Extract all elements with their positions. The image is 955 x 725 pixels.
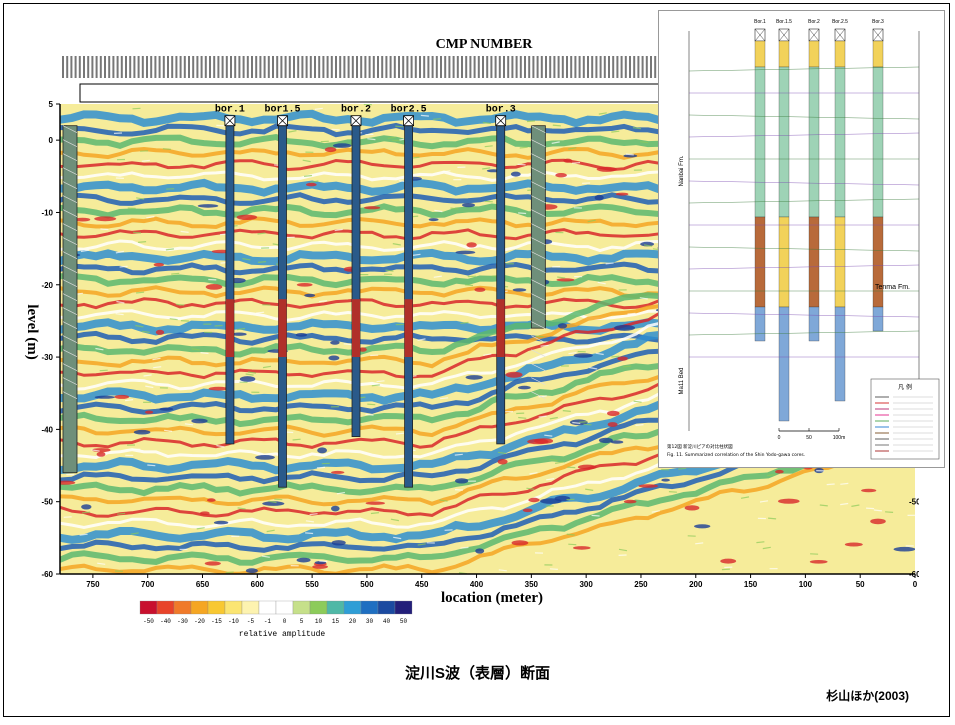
- inset-scale-label: 50: [806, 435, 812, 441]
- inset-scale-label: 0: [778, 435, 781, 441]
- inset-caption-line2: Fig. 11. Summarized correlation of the S…: [667, 452, 805, 458]
- x-tick-label: 400: [470, 580, 484, 589]
- colorbar-tick: -5: [247, 618, 255, 625]
- colorbar-tick: -30: [177, 618, 188, 625]
- colorbar-tick: -40: [160, 618, 171, 625]
- figure-caption: 淀川S波（表層）断面: [4, 662, 951, 683]
- colorbar-tick: 15: [332, 618, 340, 625]
- colorbar-swatch: [344, 601, 361, 614]
- inset-core-columns: Bor.1 Bor.1.5 Bor.2 Bor.2.5 Bor.3: [689, 19, 919, 431]
- borehole-label: bor.2: [341, 104, 371, 116]
- colorbar-swatch: [395, 601, 412, 614]
- inset-column-header: Bor.1.5: [776, 19, 792, 25]
- borehole-label: bor.1: [215, 104, 245, 116]
- right-y-tick-label: -60: [909, 570, 919, 579]
- edge-log-column: [63, 126, 77, 473]
- inset-legend-title: 凡 例: [898, 383, 912, 391]
- x-tick-label: 500: [360, 580, 374, 589]
- colorbar-swatch: [225, 601, 242, 614]
- colorbar-swatch: [293, 601, 310, 614]
- inset-column-header: Bor.1: [754, 19, 766, 25]
- y-tick-label: -60: [41, 570, 53, 579]
- borehole-label: bor1.5: [264, 104, 300, 116]
- colorbar-swatch: [310, 601, 327, 614]
- author-citation: 杉山ほか(2003): [826, 687, 909, 704]
- colorbar-tick: 30: [366, 618, 374, 625]
- inset-caption-line1: 第12図 新淀川ピアの対比柱状図: [667, 443, 733, 450]
- inset-legend: 凡 例: [871, 379, 939, 459]
- inset-scale-bar: 0 50 100m: [778, 428, 846, 441]
- colorbar-tick: 40: [383, 618, 391, 625]
- x-tick-label: 50: [856, 580, 865, 589]
- colorbar-swatch: [157, 601, 174, 614]
- y-tick-label: -50: [41, 498, 53, 507]
- inset-column-header: Bor.3: [872, 19, 884, 25]
- colorbar-tick: 50: [400, 618, 408, 625]
- colorbar-swatch: [140, 601, 157, 614]
- borehole-label: bor.3: [486, 104, 516, 116]
- borehole-label: bor2.5: [391, 104, 427, 116]
- colorbar-tick: 10: [315, 618, 323, 625]
- x-tick-label: 150: [744, 580, 758, 589]
- colorbar-swatch: [208, 601, 225, 614]
- y-tick-label: -30: [41, 353, 53, 362]
- colorbar-swatch: [174, 601, 191, 614]
- x-tick-label: 200: [689, 580, 703, 589]
- colorbar-swatch: [378, 601, 395, 614]
- inset-column-header: Bor.2: [808, 19, 820, 25]
- inset-unit-ma11: Ma11 Bed: [679, 368, 685, 395]
- colorbar-tick: -50: [143, 618, 154, 625]
- cmp-number-title: CMP NUMBER: [436, 37, 534, 52]
- x-tick-label: 600: [251, 580, 265, 589]
- colorbar-tick: -20: [194, 618, 205, 625]
- colorbar-swatch: [276, 601, 293, 614]
- colorbar-tick: 20: [349, 618, 357, 625]
- slide: CMP NUMBER bor.1 bor1.5 bor.2 bor2.5 bor.3 5…: [3, 3, 950, 717]
- colorbar-swatch: [361, 601, 378, 614]
- inset-scale-label: 100m: [833, 435, 846, 441]
- colorbar-tick: -10: [228, 618, 239, 625]
- y-tick-label: -20: [41, 281, 53, 290]
- inset-correlation-figure: Bor.1 Bor.1.5 Bor.2 Bor.2.5 Bor.3 Nanbai Fm.…: [658, 10, 945, 468]
- x-tick-label: 350: [525, 580, 539, 589]
- colorbar-tick: 5: [300, 618, 304, 625]
- colorbar-tick: -1: [264, 618, 272, 625]
- y-tick-label: -10: [41, 208, 53, 217]
- colorbar-swatch: [327, 601, 344, 614]
- right-y-tick-label: -50: [909, 498, 919, 507]
- inset-tenma-label: Tenma Fm.: [875, 284, 910, 291]
- colorbar-swatch: [191, 601, 208, 614]
- y-tick-label: 5: [49, 100, 54, 109]
- y-tick-label: -40: [41, 425, 53, 434]
- x-tick-label: 450: [415, 580, 429, 589]
- colorbar-tick: -15: [211, 618, 222, 625]
- x-tick-label: 0: [913, 580, 918, 589]
- colorbar-tick: 0: [283, 618, 287, 625]
- x-tick-label: 550: [305, 580, 319, 589]
- y-axis-ticks: 5 0 -10 -20 -30 -40 -50 -60: [41, 100, 60, 579]
- inset-unit-nanbai: Nanbai Fm.: [679, 155, 685, 186]
- inset-column-header: Bor.2.5: [832, 19, 848, 25]
- x-tick-label: 700: [141, 580, 155, 589]
- colorbar-label: relative amplitude: [239, 630, 326, 639]
- colorbar-swatch: [259, 601, 276, 614]
- cmp-number-digit-band: [62, 56, 690, 102]
- x-tick-label: 100: [799, 580, 813, 589]
- x-tick-label: 650: [196, 580, 210, 589]
- y-axis-label: level (m): [24, 304, 40, 359]
- colorbar-swatch: [242, 601, 259, 614]
- inset-correlation-svg: Bor.1 Bor.1.5 Bor.2 Bor.2.5 Bor.3 Nanbai Fm.…: [659, 11, 944, 467]
- y-tick-label: 0: [49, 136, 54, 145]
- x-tick-label: 750: [86, 580, 100, 589]
- x-tick-label: 250: [634, 580, 648, 589]
- x-tick-label: 300: [579, 580, 593, 589]
- x-axis-label: location (meter): [441, 590, 543, 606]
